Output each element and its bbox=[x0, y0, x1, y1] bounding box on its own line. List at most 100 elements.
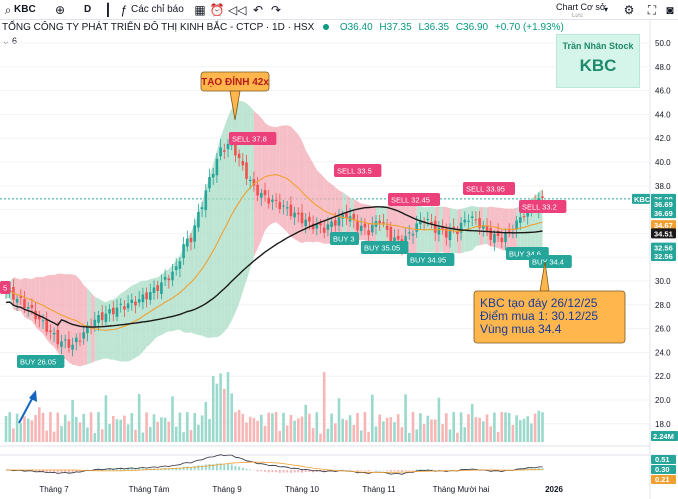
macd-histogram-bar bbox=[301, 470, 303, 473]
band-segment bbox=[83, 285, 88, 366]
volume-bar bbox=[437, 397, 441, 442]
volume-bar bbox=[4, 416, 8, 442]
redo-icon[interactable]: ↷ bbox=[270, 3, 282, 17]
volume-bar bbox=[108, 423, 111, 442]
volume-bar bbox=[8, 412, 11, 442]
undo-icon[interactable]: ↶ bbox=[252, 3, 264, 17]
candle-body bbox=[359, 225, 363, 232]
volume-bar bbox=[167, 421, 171, 442]
candle-body bbox=[482, 225, 485, 229]
candle-body bbox=[489, 228, 492, 240]
buy-signal-label: BUY 35.05 bbox=[361, 241, 409, 254]
alert-icon[interactable]: ⏰ bbox=[209, 3, 225, 17]
volume-bar bbox=[119, 419, 122, 442]
band-segment bbox=[242, 101, 247, 292]
camera-icon[interactable]: ◙ bbox=[666, 3, 674, 17]
candle-body bbox=[126, 303, 130, 309]
candle-body bbox=[522, 216, 526, 218]
volume-bar bbox=[319, 433, 322, 442]
macd-histogram-bar bbox=[67, 470, 70, 473]
macd-histogram-bar bbox=[108, 468, 111, 471]
macd-histogram-bar bbox=[134, 468, 137, 471]
volume-bar bbox=[134, 429, 137, 442]
volume-bar bbox=[504, 412, 507, 442]
candle-body bbox=[112, 307, 115, 315]
macd-histogram-bar bbox=[408, 470, 411, 471]
signal-badge bbox=[334, 164, 382, 177]
volume-bar bbox=[478, 417, 481, 442]
band-segment bbox=[168, 264, 173, 332]
macd-histogram-bar bbox=[386, 470, 389, 471]
candle-body bbox=[241, 160, 245, 166]
candle-body bbox=[271, 199, 274, 202]
candle-body bbox=[334, 220, 337, 226]
candle-body bbox=[452, 226, 455, 230]
candle-body bbox=[186, 238, 189, 247]
macd-histogram-bar bbox=[175, 467, 178, 471]
compare-add-icon[interactable]: ⊕ bbox=[54, 3, 66, 17]
volume-bar bbox=[404, 394, 407, 442]
time-tick-label: Tháng Mười hai bbox=[433, 485, 490, 494]
replay-icon[interactable]: ◁◁ bbox=[228, 3, 247, 17]
chevron-down-icon[interactable]: ▾ bbox=[603, 5, 608, 14]
symbol-name[interactable]: KBC bbox=[14, 4, 36, 15]
collapsed-indicators-toggle[interactable]: ⌄ 6 bbox=[2, 36, 17, 47]
volume-bar bbox=[230, 393, 233, 442]
candle-body bbox=[137, 299, 141, 303]
layout-name[interactable]: Chart Cơ sở bbox=[556, 2, 606, 12]
macd-histogram-bar bbox=[201, 465, 204, 471]
volume-bar bbox=[260, 414, 263, 442]
sell-signal-label: 5 bbox=[0, 281, 11, 294]
macd-histogram-bar bbox=[419, 469, 422, 471]
price-tick-label: 42.0 bbox=[655, 134, 671, 143]
volume-bar bbox=[496, 431, 500, 442]
volume-bar bbox=[156, 421, 159, 442]
macd-histogram-bar bbox=[271, 470, 274, 473]
macd-histogram-bar bbox=[356, 470, 359, 472]
volume-bar bbox=[352, 425, 356, 442]
volume-bar bbox=[160, 417, 163, 442]
candle-body bbox=[419, 220, 422, 225]
macd-histogram-bar bbox=[60, 470, 63, 473]
band-segment bbox=[80, 279, 84, 367]
volume-bar bbox=[337, 398, 341, 442]
macd-histogram-bar bbox=[238, 466, 241, 471]
candle-body bbox=[345, 211, 348, 219]
candle-body bbox=[211, 174, 215, 178]
price-axis-badge-label: 32.56 bbox=[654, 252, 673, 261]
candle-body bbox=[304, 219, 307, 227]
indicators-icon[interactable]: ƒ bbox=[120, 3, 128, 17]
candle-body bbox=[363, 223, 367, 228]
trend-arrow bbox=[18, 394, 35, 424]
candle-body bbox=[156, 285, 159, 291]
price-tick-label: 30.0 bbox=[655, 277, 671, 286]
symbol-search-icon[interactable]: ⌕ bbox=[4, 3, 12, 17]
volume-bar bbox=[89, 412, 93, 442]
indicators-button[interactable]: Các chỉ báo bbox=[131, 4, 184, 15]
fullscreen-icon[interactable]: ⛶ bbox=[647, 3, 657, 17]
candle-body bbox=[226, 143, 230, 150]
volume-bar bbox=[408, 432, 411, 442]
candle-body bbox=[52, 332, 56, 335]
signal-badge bbox=[519, 200, 567, 213]
bar-style-icon[interactable]: ┃ bbox=[104, 3, 112, 17]
band-segment bbox=[209, 164, 214, 338]
volume-bar bbox=[130, 413, 134, 442]
volume-bar bbox=[223, 388, 226, 442]
candle-body bbox=[223, 150, 226, 152]
interval-selector[interactable]: D bbox=[84, 4, 92, 15]
volume-bar bbox=[541, 412, 544, 442]
candle-body bbox=[178, 261, 182, 269]
price-axis-badge bbox=[651, 251, 676, 262]
volume-bar bbox=[389, 417, 393, 442]
signal-badge-text: SELL 32.45 bbox=[391, 196, 430, 205]
volume-bar bbox=[511, 424, 515, 442]
volume-bar bbox=[385, 417, 389, 442]
volume-bar bbox=[489, 426, 492, 442]
volume-bar bbox=[237, 409, 241, 442]
candle-body bbox=[145, 292, 148, 300]
volume-bar bbox=[241, 413, 245, 442]
settings-gear-icon[interactable]: ⚙ bbox=[623, 3, 635, 17]
templates-icon[interactable]: ▦ bbox=[194, 3, 206, 17]
